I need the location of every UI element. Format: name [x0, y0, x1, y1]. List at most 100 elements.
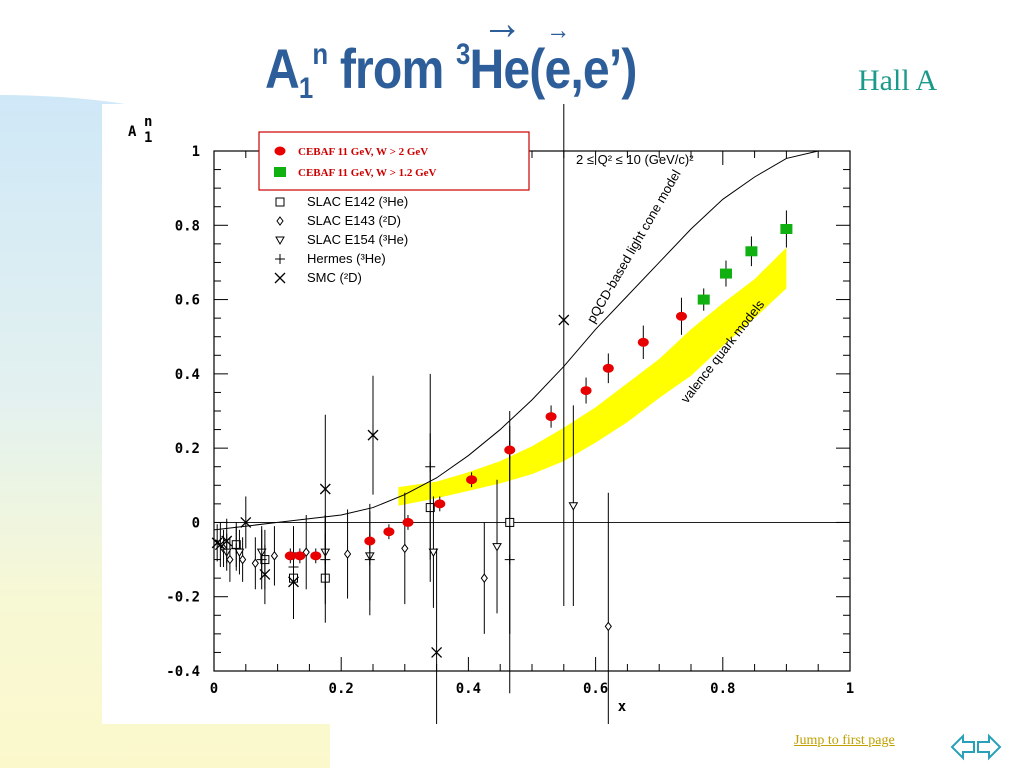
x-tick-label: 0 [210, 681, 218, 697]
x-axis-label: x [618, 699, 627, 715]
data-point-red-ellipse [602, 363, 614, 373]
pqcd-curve [213, 150, 819, 531]
legend-label: CEBAF 11 GeV, W > 1.2 GeV [298, 167, 437, 179]
data-point-red-ellipse [580, 386, 592, 396]
data-point-green-square [745, 246, 758, 257]
title-main: A [265, 37, 300, 100]
title-e-vec: → e [544, 14, 571, 101]
legend-label: SLAC E143 (²D) [307, 213, 401, 228]
data-point-red-ellipse [504, 445, 516, 455]
y-axis-label: A [128, 124, 137, 140]
data-point-red-ellipse [402, 517, 414, 527]
legend-box [258, 131, 530, 191]
q2-range-label: 2 ≤ Q² ≤ 10 (GeV/c)² [576, 152, 694, 167]
data-point-open-diamond [343, 549, 352, 559]
data-point-cross [319, 483, 331, 495]
x-tick-label: 0.8 [710, 681, 735, 697]
legend-marker-plus [275, 254, 285, 264]
title-e2: e [582, 37, 610, 100]
data-point-red-ellipse [434, 499, 446, 509]
chart-svg: 0 0.2 0.4 0.6 0.8 1-0.4-0.200.20.40.60.81xAn1… [102, 34, 905, 761]
y-tick-label: 0.6 [175, 293, 200, 309]
x-tick-label: 0.6 [583, 681, 608, 697]
nav-arrows-icon[interactable] [950, 732, 1002, 762]
data-point-red-ellipse [675, 311, 687, 321]
data-point-cross [214, 539, 226, 551]
y-axis-label-sup: n [144, 114, 152, 130]
legend-marker-cross [274, 272, 286, 284]
data-point-open-diamond [480, 573, 488, 583]
title-arrow-small: → [546, 14, 570, 45]
data-point-cross [259, 568, 271, 580]
title-sup: n [312, 38, 328, 71]
data-point-open-diamond [401, 543, 409, 554]
prev-arrow-icon[interactable] [950, 733, 975, 761]
legend-marker-red-ellipse [274, 146, 286, 156]
title-comma: , [570, 37, 583, 100]
data-point-open-diamond [302, 547, 310, 557]
y-tick-label: 0.8 [175, 218, 200, 234]
title-close: ’) [608, 37, 638, 100]
legend-label: SLAC E154 (³He) [307, 232, 408, 247]
data-point-red-ellipse [294, 551, 306, 561]
chart-background [102, 104, 905, 724]
data-point-open-diamond [604, 621, 612, 632]
legend-label: SMC (²D) [307, 270, 362, 285]
data-point-cross [288, 576, 299, 588]
y-tick-label: 0 [192, 515, 200, 531]
title-arrow-big: → [481, 0, 522, 50]
title-target-vec: → He( [469, 0, 545, 101]
y-tick-label: -0.4 [166, 664, 200, 680]
data-point-red-ellipse [310, 551, 322, 561]
data-point-green-square [697, 294, 710, 305]
data-point-plus [504, 554, 515, 565]
data-point-cross [367, 429, 379, 441]
title-from: from [327, 37, 456, 100]
y-axis-label-sub: 1 [144, 130, 152, 146]
legend-marker-open-triangle [275, 236, 285, 246]
slide-title: A1n from 3 → He(→ e,e’) [265, 0, 638, 106]
data-point-plus [425, 461, 436, 472]
data-point-red-ellipse [383, 527, 395, 537]
x-tick-label: 1 [846, 681, 854, 697]
data-point-open-diamond [251, 558, 259, 569]
data-point-open-triangle [234, 548, 245, 558]
data-point-green-square [719, 268, 732, 279]
legend-marker-open-diamond [276, 216, 284, 226]
legend-marker-open-square [275, 197, 285, 207]
data-point-open-triangle [428, 548, 439, 558]
data-point-red-ellipse [364, 536, 376, 546]
y-tick-label: 0.4 [175, 367, 200, 383]
title-target: He( [469, 37, 545, 100]
data-point-open-diamond [226, 554, 234, 565]
data-point-cross [221, 535, 233, 547]
data-point-open-diamond [270, 551, 279, 561]
legend-marker-green-square [274, 167, 286, 177]
data-point-open-triangle [568, 502, 579, 511]
next-arrow-icon[interactable] [977, 733, 1002, 761]
hall-label: Hall A [858, 64, 938, 97]
title-sub: 1 [298, 72, 313, 105]
data-point-green-square [780, 224, 793, 234]
legend-label: Hermes (³He) [307, 251, 386, 266]
data-point-cross [431, 646, 443, 658]
data-point-red-ellipse [545, 412, 557, 422]
data-point-open-diamond [238, 554, 247, 565]
x-tick-label: 0.4 [456, 681, 481, 697]
jump-to-first-page-link[interactable]: Jump to first page [794, 733, 895, 748]
y-tick-label: -0.2 [166, 590, 200, 606]
data-point-plus [231, 543, 242, 554]
data-point-red-ellipse [466, 475, 478, 485]
data-point-red-ellipse [637, 337, 649, 347]
data-point-cross [240, 516, 252, 528]
data-point-plus [364, 554, 375, 565]
legend-label: CEBAF 11 GeV, W > 2 GeV [298, 146, 428, 158]
title-iso-sup: 3 [455, 38, 470, 71]
legend-label: SLAC E142 (³He) [307, 194, 408, 209]
data-point-red-ellipse [284, 551, 296, 561]
data-point-cross [558, 314, 570, 326]
data-point-open-triangle [492, 543, 502, 552]
y-tick-label: 0.2 [175, 441, 200, 457]
y-tick-label: 1 [192, 144, 200, 160]
